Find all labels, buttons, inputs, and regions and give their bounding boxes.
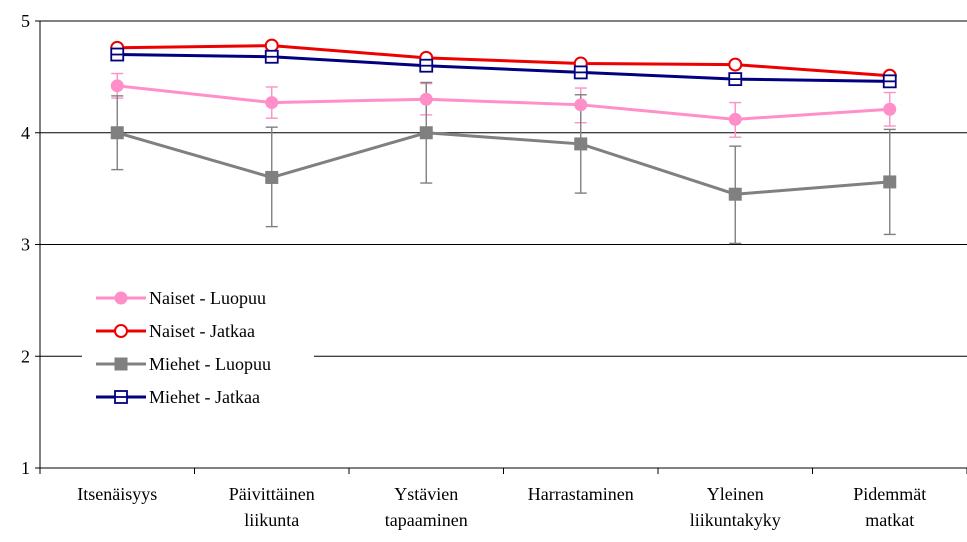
legend-label: Miehet - Luopuu (149, 354, 271, 374)
data-point (574, 137, 588, 151)
gridlines (40, 20, 967, 357)
data-point (728, 57, 743, 72)
data-point (110, 79, 124, 93)
series (110, 38, 897, 201)
x-tick-label: Yleinen liikuntakyky (690, 484, 781, 530)
data-point (728, 187, 742, 201)
data-point (882, 74, 897, 89)
legend-entry: Naiset - Luopuu (96, 288, 266, 308)
x-tick-label: Itsenäisyys (77, 484, 157, 504)
data-point (419, 92, 433, 106)
y-tick-label: 2 (21, 346, 30, 366)
legend-entry: Naiset - Jatkaa (96, 321, 255, 341)
data-point (264, 38, 279, 53)
data-point (574, 98, 588, 112)
data-point (264, 49, 279, 64)
data-point (110, 47, 125, 62)
y-tick-label: 5 (21, 11, 30, 31)
x-tick-label: Harrastaminen (528, 484, 634, 504)
data-point (419, 126, 433, 140)
x-tick-label: Pidemmät matkat (853, 484, 926, 530)
series-line (117, 84, 890, 121)
data-point (265, 96, 279, 110)
data-point (883, 102, 897, 116)
legend-label: Naiset - Luopuu (149, 288, 266, 308)
legend-label: Naiset - Jatkaa (149, 321, 255, 341)
series-line (117, 53, 890, 83)
y-tick-label: 1 (21, 458, 30, 478)
data-point (728, 72, 743, 87)
axes: 1 2 3 4 5 Itsenäisyys Päivittäinen liikunta Ystä… (21, 11, 967, 530)
data-point (419, 58, 434, 73)
data-point (265, 170, 279, 184)
legend-label: Miehet - Jatkaa (149, 387, 260, 407)
data-point (728, 112, 742, 126)
legend-entry: Miehet - Luopuu (96, 354, 271, 374)
data-point (573, 65, 588, 80)
data-point (110, 126, 124, 140)
legend: Naiset - Luopuu Naiset - Jatkaa Miehet - L… (82, 268, 314, 414)
x-tick-label: Ystävien tapaaminen (385, 484, 468, 530)
x-tick-label: Päivittäinen liikunta (229, 484, 315, 530)
series-line (116, 131, 890, 196)
legend-entry: Miehet - Jatkaa (96, 387, 260, 407)
y-tick-label: 3 (21, 235, 30, 255)
data-point (883, 175, 897, 189)
series-line (117, 44, 890, 78)
y-tick-label: 4 (21, 123, 30, 143)
